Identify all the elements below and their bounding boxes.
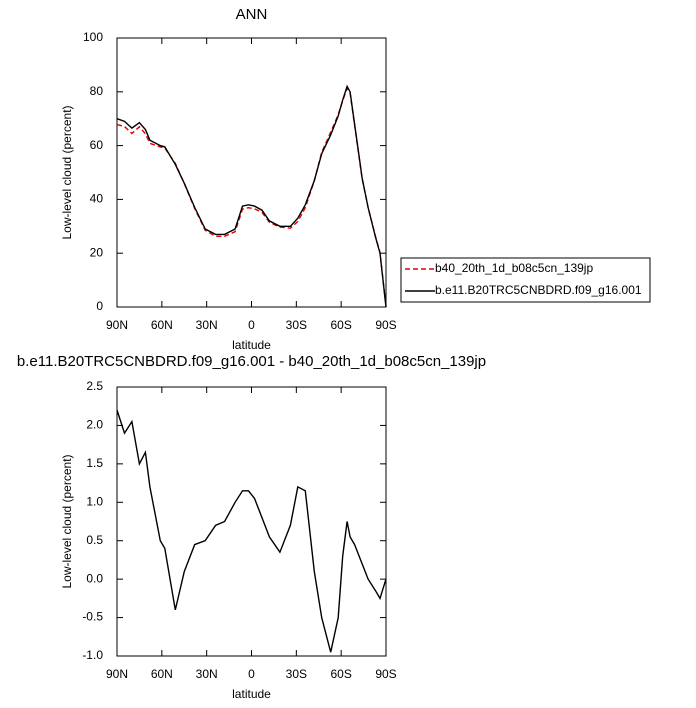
y-tick-label: 1.0 (86, 494, 103, 508)
x-tick-label: 90N (106, 667, 128, 681)
x-tick-label: 60S (330, 667, 351, 681)
y-tick-label: 60 (90, 138, 104, 152)
x-tick-label: 60N (151, 318, 173, 332)
legend-box (400, 257, 651, 303)
x-tick-label: 30S (286, 318, 307, 332)
y-tick-label: 100 (83, 30, 103, 44)
series-line (116, 84, 387, 308)
chart-title: ANN (236, 6, 268, 23)
y-tick-label: 80 (90, 84, 104, 98)
y-tick-label: -0.5 (82, 610, 103, 624)
y-axis-label: Low-level cloud (percent) (60, 454, 74, 588)
legend-label: b40_20th_1d_b08c5cn_139jp (435, 261, 593, 275)
x-tick-label: 30S (286, 667, 307, 681)
chart-title: b.e11.B20TRC5CNBDRD.f09_g16.001 - b40_20… (17, 353, 486, 370)
y-tick-label: 20 (90, 245, 104, 259)
y-tick-label: 1.5 (86, 456, 103, 470)
x-axis-label: latitude (232, 687, 271, 701)
y-tick-label: 0 (96, 299, 103, 313)
series-line (116, 409, 387, 653)
legend-label: b.e11.B20TRC5CNBDRD.f09_g16.001 (435, 283, 642, 297)
y-tick-label: -1.0 (82, 648, 103, 662)
series-line (116, 86, 387, 308)
y-axis-label: Low-level cloud (percent) (60, 105, 74, 239)
y-tick-label: 40 (90, 192, 104, 206)
plot-frame (116, 386, 387, 657)
x-tick-label: 30N (196, 318, 218, 332)
x-tick-label: 60N (151, 667, 173, 681)
y-tick-label: 0.5 (86, 533, 103, 547)
y-tick-label: 2.0 (86, 418, 103, 432)
x-tick-label: 90N (106, 318, 128, 332)
x-axis-label: latitude (232, 338, 271, 352)
x-tick-label: 0 (248, 318, 255, 332)
x-tick-label: 60S (330, 318, 351, 332)
x-tick-label: 90S (375, 318, 396, 332)
y-tick-label: 2.5 (86, 379, 103, 393)
x-tick-label: 0 (248, 667, 255, 681)
y-tick-label: 0.0 (86, 571, 103, 585)
plot-frame (116, 37, 387, 308)
x-tick-label: 30N (196, 667, 218, 681)
x-tick-label: 90S (375, 667, 396, 681)
